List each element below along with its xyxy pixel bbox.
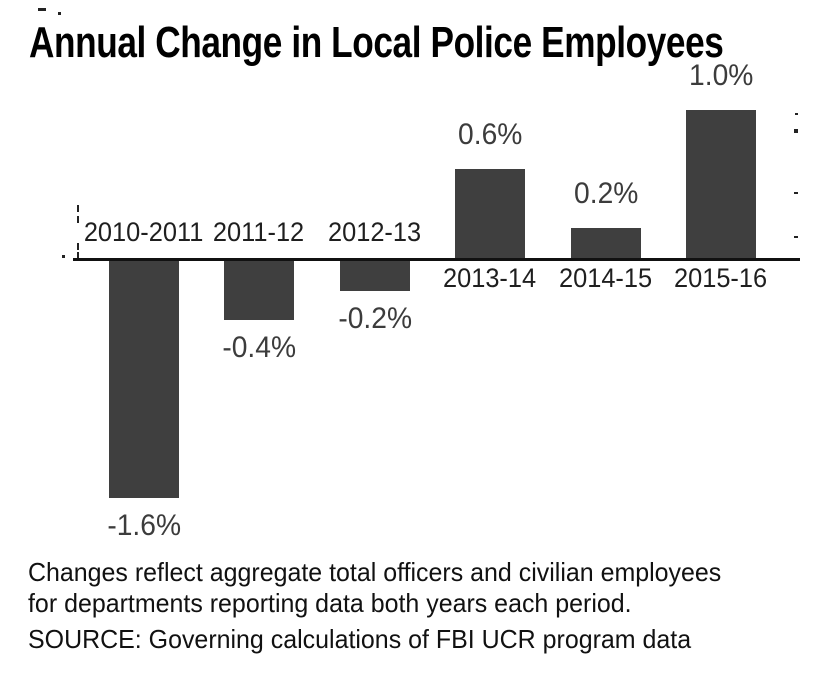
bar-2011-12 <box>224 261 294 320</box>
category-label-2014-15: 2014-15 <box>559 263 653 293</box>
source-line: SOURCE: Governing calculations of FBI UC… <box>28 624 692 654</box>
bar-2015-16 <box>686 110 756 258</box>
bar-2013-14 <box>455 169 525 258</box>
value-label-2012-13: -0.2% <box>338 302 412 335</box>
right-axis-tick-2 <box>794 129 798 133</box>
left-axis-tick-1 <box>77 205 79 212</box>
category-label-2011-12: 2011-12 <box>213 217 305 247</box>
right-axis-tick-4 <box>794 236 798 238</box>
category-label-2010-2011: 2010-2011 <box>84 217 204 247</box>
left-axis-tick-2 <box>77 216 79 223</box>
zero-axis-line <box>73 258 800 261</box>
bar-2010-2011 <box>109 261 179 498</box>
value-label-2010-2011: -1.6% <box>107 509 181 542</box>
chart-title: Annual Change in Local Police Employees <box>29 18 840 68</box>
left-axis-tick-4 <box>77 252 79 258</box>
right-axis-tick-1 <box>795 113 798 115</box>
category-label-2013-14: 2013-14 <box>443 263 537 293</box>
category-label-2015-16: 2015-16 <box>674 263 768 293</box>
top-left-tick-dot <box>58 12 61 15</box>
bar-2012-13 <box>340 261 410 291</box>
right-axis-tick-3 <box>794 192 798 194</box>
footnote-line-2: for departments reporting data both year… <box>28 588 632 618</box>
top-left-tick-mark <box>38 8 46 11</box>
left-axis-tick-dot <box>62 255 65 258</box>
category-label-2012-13: 2012-13 <box>328 217 422 247</box>
chart-footnote: Changes reflect aggregate total officers… <box>28 557 750 655</box>
left-axis-tick-3 <box>77 243 79 250</box>
value-label-2011-12: -0.4% <box>222 331 296 364</box>
value-label-2015-16: 1.0% <box>688 59 754 92</box>
value-label-2014-15: 0.2% <box>573 177 639 210</box>
value-label-2013-14: 0.6% <box>457 118 523 151</box>
footnote-line-1: Changes reflect aggregate total officers… <box>28 557 722 587</box>
chart-title-text: Annual Change in Local Police Employees <box>29 18 724 67</box>
bar-2014-15 <box>571 228 641 258</box>
